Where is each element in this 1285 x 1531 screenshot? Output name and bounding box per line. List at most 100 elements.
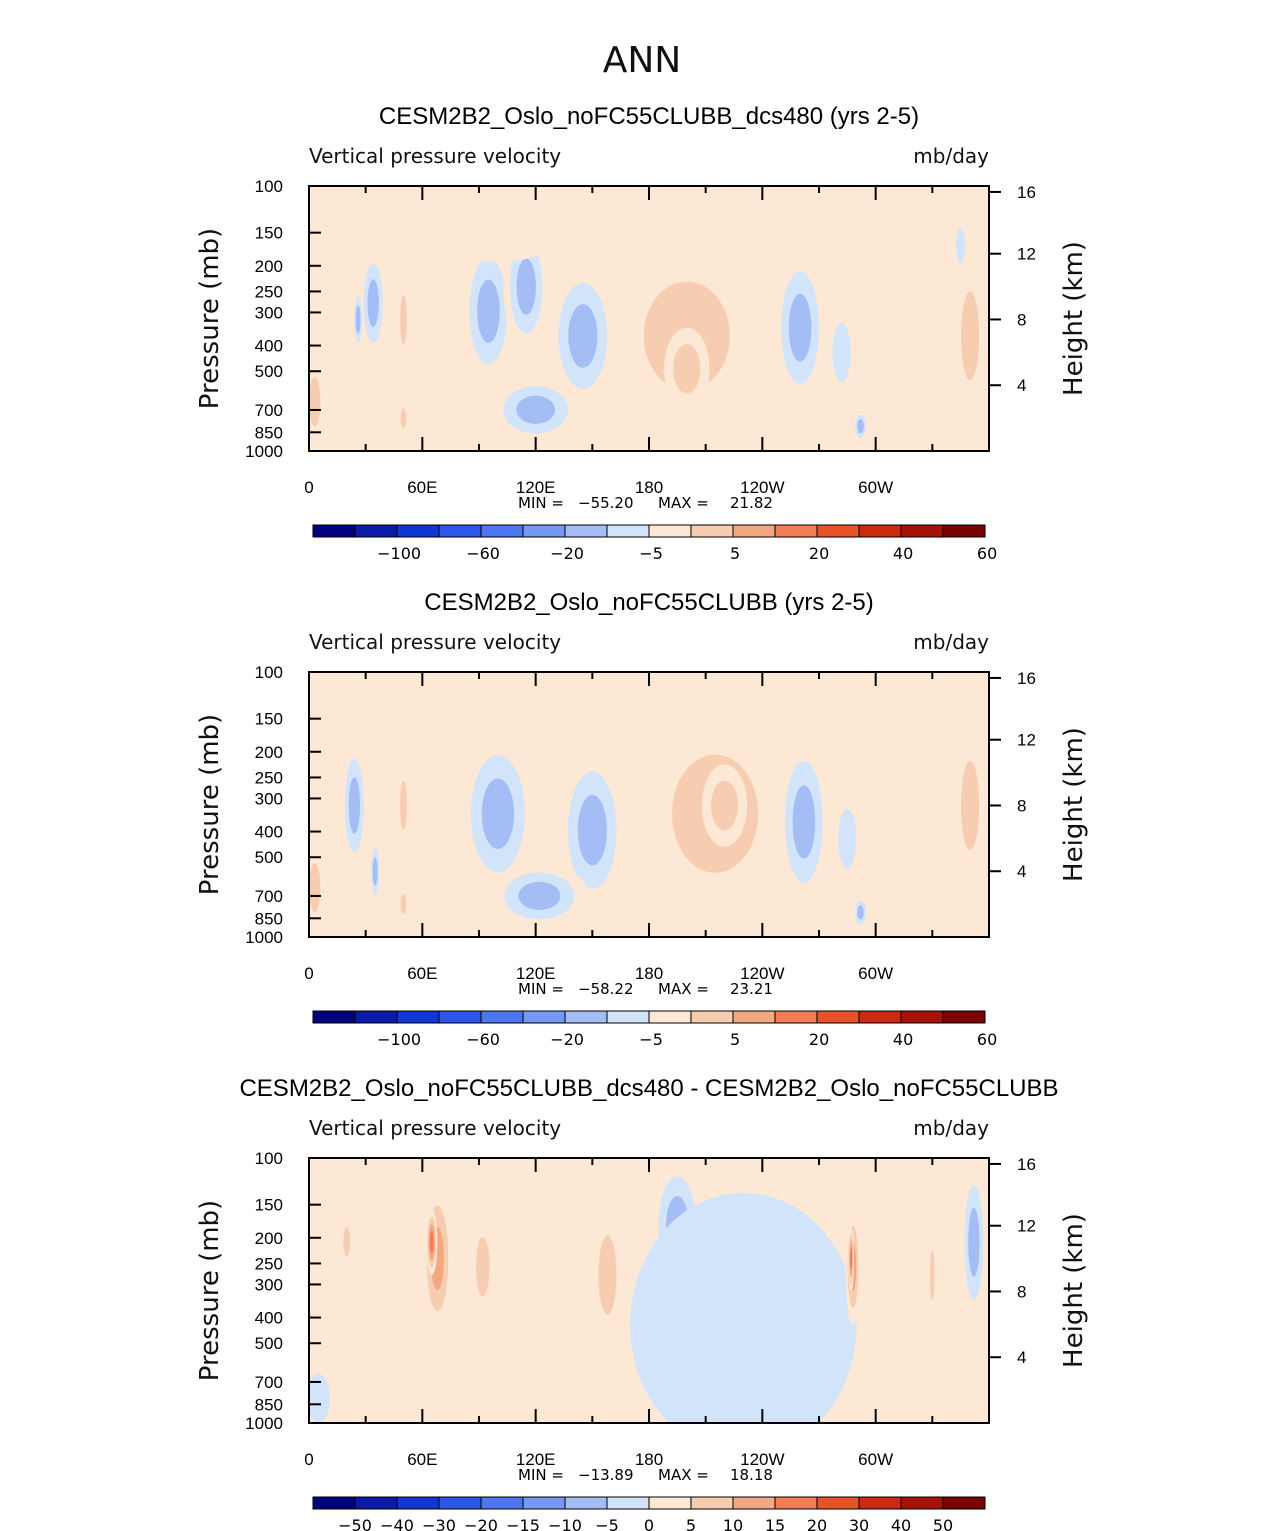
x-tick-label: 60W: [858, 964, 893, 983]
colorbar-segment: [606, 524, 650, 538]
panel-1: CESM2B2_Oslo_noFC55CLUBB_dcs480 (yrs 2-5…: [195, 103, 1089, 563]
colorbar-label: −5: [639, 1030, 663, 1049]
colorbar-segment: [774, 524, 818, 538]
x-tick-label: 60W: [858, 478, 893, 497]
y-tick-label: 850: [255, 423, 283, 442]
colorbar-segment: [900, 1496, 944, 1510]
panel-title: CESM2B2_Oslo_noFC55CLUBB (yrs 2-5): [424, 589, 874, 616]
contour-band: [857, 905, 864, 920]
contour-band: [968, 1207, 980, 1277]
contour-band: [771, 186, 980, 230]
min-value: −58.22: [578, 980, 634, 998]
contour-band: [429, 1231, 434, 1254]
x-tick-label: 0: [304, 1450, 313, 1469]
max-label: MAX =: [658, 980, 709, 998]
colorbar-label: 20: [807, 1516, 827, 1531]
contour-band: [961, 761, 980, 850]
contour-band: [356, 1370, 376, 1410]
units-label: mb/day: [913, 144, 989, 168]
y-axis-title: Pressure (mb): [195, 228, 225, 409]
variable-label: Vertical pressure velocity: [309, 630, 561, 654]
colorbar-segment: [732, 1496, 776, 1510]
contour-band: [792, 785, 816, 859]
contour-band: [428, 672, 587, 748]
y-tick-label: 500: [255, 362, 283, 381]
contour-band: [598, 1235, 617, 1315]
colorbar-label: 0: [644, 1516, 654, 1531]
contour-band: [475, 1237, 490, 1297]
x-tick-label: 120E: [516, 1450, 556, 1469]
max-value: 23.21: [730, 980, 773, 998]
contour-band: [372, 857, 378, 886]
colorbar-segment: [648, 1496, 692, 1510]
colorbar-segment: [606, 1496, 650, 1510]
y-tick-label: 200: [255, 257, 283, 276]
max-value: 18.18: [730, 1466, 773, 1484]
colorbar-segment: [774, 1496, 818, 1510]
colorbar-label: 60: [977, 544, 997, 563]
colorbar-segment: [816, 524, 860, 538]
colorbar-label: 30: [849, 1516, 869, 1531]
y-tick-label: 850: [255, 1395, 283, 1414]
contour-band: [309, 377, 321, 427]
y-tick-label: 400: [255, 337, 283, 356]
contour-band: [930, 1250, 935, 1300]
colorbar-segment: [858, 1496, 902, 1510]
contour-band: [422, 1168, 631, 1382]
contour-band: [309, 863, 321, 913]
y-tick-label: 150: [255, 1196, 283, 1215]
colorbar-segment: [312, 1496, 356, 1510]
colorbar-label: −60: [466, 1030, 500, 1049]
colorbar-segment: [522, 1010, 566, 1024]
colorbar-segment: [648, 1010, 692, 1024]
right-axis-title: Height (km): [1059, 241, 1089, 396]
height-tick-label: 16: [1017, 183, 1036, 202]
colorbar-label: 5: [730, 544, 740, 563]
contour-band: [788, 293, 812, 362]
colorbar-segment: [438, 524, 482, 538]
colorbar-label: −20: [550, 544, 584, 563]
y-tick-label: 100: [255, 1149, 283, 1168]
colorbar-segment: [858, 524, 902, 538]
contour-band: [516, 395, 556, 424]
colorbar-segment: [522, 524, 566, 538]
variable-label: Vertical pressure velocity: [309, 1116, 561, 1140]
colorbar-segment: [816, 1496, 860, 1510]
colorbar-label: −20: [464, 1516, 498, 1531]
x-tick-label: 120W: [740, 1450, 784, 1469]
y-tick-label: 500: [255, 848, 283, 867]
right-axis-title: Height (km): [1059, 727, 1089, 882]
contour-band: [518, 881, 561, 910]
contour-band: [630, 1192, 857, 1423]
y-tick-label: 700: [255, 1373, 283, 1392]
x-tick-label: 120E: [516, 478, 556, 497]
y-tick-label: 300: [255, 303, 283, 322]
colorbar-segment: [480, 1496, 524, 1510]
y-tick-label: 250: [255, 768, 283, 787]
colorbar-segment: [816, 1010, 860, 1024]
colorbar-segment: [648, 524, 692, 538]
x-tick-label: 180: [635, 964, 663, 983]
colorbar-segment: [480, 1010, 524, 1024]
colorbar-segment: [900, 1010, 944, 1024]
height-tick-label: 12: [1017, 245, 1036, 264]
colorbar-label: 50: [933, 1516, 953, 1531]
colorbar-segment: [732, 1010, 776, 1024]
contour-band: [577, 794, 607, 866]
contour-band: [400, 408, 407, 428]
contour-band: [850, 1247, 853, 1270]
contour-band: [838, 808, 857, 868]
y-tick-label: 100: [255, 663, 283, 682]
panel-3: CESM2B2_Oslo_noFC55CLUBB_dcs480 - CESM2B…: [195, 1075, 1089, 1531]
contour-field: [309, 186, 989, 451]
y-tick-label: 850: [255, 909, 283, 928]
y-tick-label: 150: [255, 224, 283, 243]
x-tick-label: 180: [635, 478, 663, 497]
colorbar-segment: [438, 1010, 482, 1024]
panel-2: CESM2B2_Oslo_noFC55CLUBB (yrs 2-5) Vertic…: [195, 589, 1089, 1049]
colorbar-label: −5: [639, 544, 663, 563]
min-value: −13.89: [578, 1466, 634, 1484]
x-tick-label: 60E: [407, 1450, 437, 1469]
height-tick-label: 8: [1017, 310, 1026, 329]
